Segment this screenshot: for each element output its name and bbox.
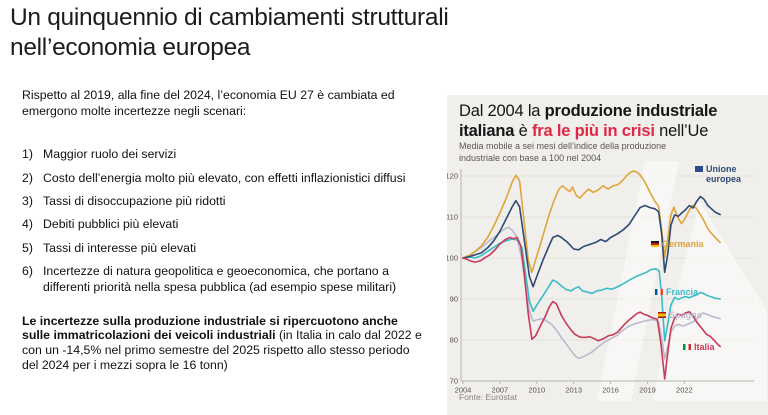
svg-text:2013: 2013 xyxy=(565,386,582,395)
chart-title: Dal 2004 la produzione industriale itali… xyxy=(459,102,718,141)
footer-note-rest: (in Italia in calo dal 2022 e con un -14… xyxy=(22,328,422,372)
svg-text:2022: 2022 xyxy=(676,386,693,395)
germany-flag-icon xyxy=(651,241,659,247)
legend-item-spagna: Spagna xyxy=(658,310,725,320)
france-flag-icon xyxy=(655,289,663,295)
svg-text:100: 100 xyxy=(447,254,458,263)
legend-item-germania: Germania xyxy=(651,239,718,249)
text-column: Rispetto al 2019, alla fine del 2024, l’… xyxy=(22,88,436,372)
footer-note: Le incertezze sulla produzione industria… xyxy=(22,314,426,373)
chart-source: Fonte: Eurostat xyxy=(459,392,518,402)
page-title: Un quinquennio di cambiamenti struttural… xyxy=(10,4,449,61)
list-item-number: 5) xyxy=(22,240,33,255)
svg-text:2010: 2010 xyxy=(528,386,545,395)
footer-note-bold: Le incertezze sulla produzione industria… xyxy=(22,313,398,343)
spain-flag-icon xyxy=(658,312,666,318)
list-item: 3) Tassi di disoccupazione più ridotti xyxy=(22,193,436,209)
list-item-text: Incertezze di natura geopolitica e geoec… xyxy=(43,263,397,295)
list-item-number: 6) xyxy=(22,263,33,278)
legend-item-francia: Francia xyxy=(655,287,722,297)
svg-text:2016: 2016 xyxy=(602,386,619,395)
svg-text:70: 70 xyxy=(450,377,458,386)
list-item: 4) Debiti pubblici più elevati xyxy=(22,216,436,232)
eu-flag-icon xyxy=(695,166,703,172)
list-item-text: Debiti pubblici più elevati xyxy=(43,217,179,232)
svg-text:120: 120 xyxy=(447,172,458,181)
list-item-number: 1) xyxy=(22,147,33,162)
chart-subtitle: Media mobile a sei mesi dell’indice dell… xyxy=(459,141,667,163)
legend-item-italia: Italia xyxy=(683,342,750,352)
svg-text:2004: 2004 xyxy=(455,386,472,395)
svg-text:80: 80 xyxy=(450,336,458,345)
line-chart: 2004 2007 2010 2013 2016 2019 2022 70 80 90 100 110… xyxy=(447,161,767,401)
chart-canvas: 2004 2007 2010 2013 2016 2019 2022 70 80 90 100 110… xyxy=(447,161,767,401)
italy-flag-icon xyxy=(683,344,691,350)
svg-text:2019: 2019 xyxy=(639,386,656,395)
svg-text:90: 90 xyxy=(450,295,458,304)
list-item-text: Costo dell’energia molto più elevato, co… xyxy=(43,170,406,185)
list-item-text: Tassi di disoccupazione più ridotti xyxy=(43,193,226,208)
list-item: 6) Incertezze di natura geopolitica e ge… xyxy=(22,263,436,296)
list-item-text: Tassi di interesse più elevati xyxy=(43,240,197,255)
intro-paragraph: Rispetto al 2019, alla fine del 2024, l’… xyxy=(22,88,395,118)
list-item-number: 3) xyxy=(22,193,33,208)
list-item: 2) Costo dell’energia molto più elevato,… xyxy=(22,170,436,186)
svg-text:2007: 2007 xyxy=(492,386,509,395)
list-item-text: Maggior ruolo dei servizi xyxy=(43,147,177,162)
list-item: 1) Maggior ruolo dei servizi xyxy=(22,146,436,162)
list-item-number: 2) xyxy=(22,170,33,185)
chart-title-highlight: fra le più in crisi xyxy=(532,122,655,141)
svg-text:110: 110 xyxy=(447,213,458,222)
list-item: 5) Tassi di interesse più elevati xyxy=(22,240,436,256)
chart-card: Dal 2004 la produzione industriale itali… xyxy=(447,95,768,415)
list-item-number: 4) xyxy=(22,217,33,232)
numbered-list: 1) Maggior ruolo dei servizi 2) Costo de… xyxy=(22,146,436,295)
legend-item-unione-europea: Unione europea xyxy=(695,164,762,185)
